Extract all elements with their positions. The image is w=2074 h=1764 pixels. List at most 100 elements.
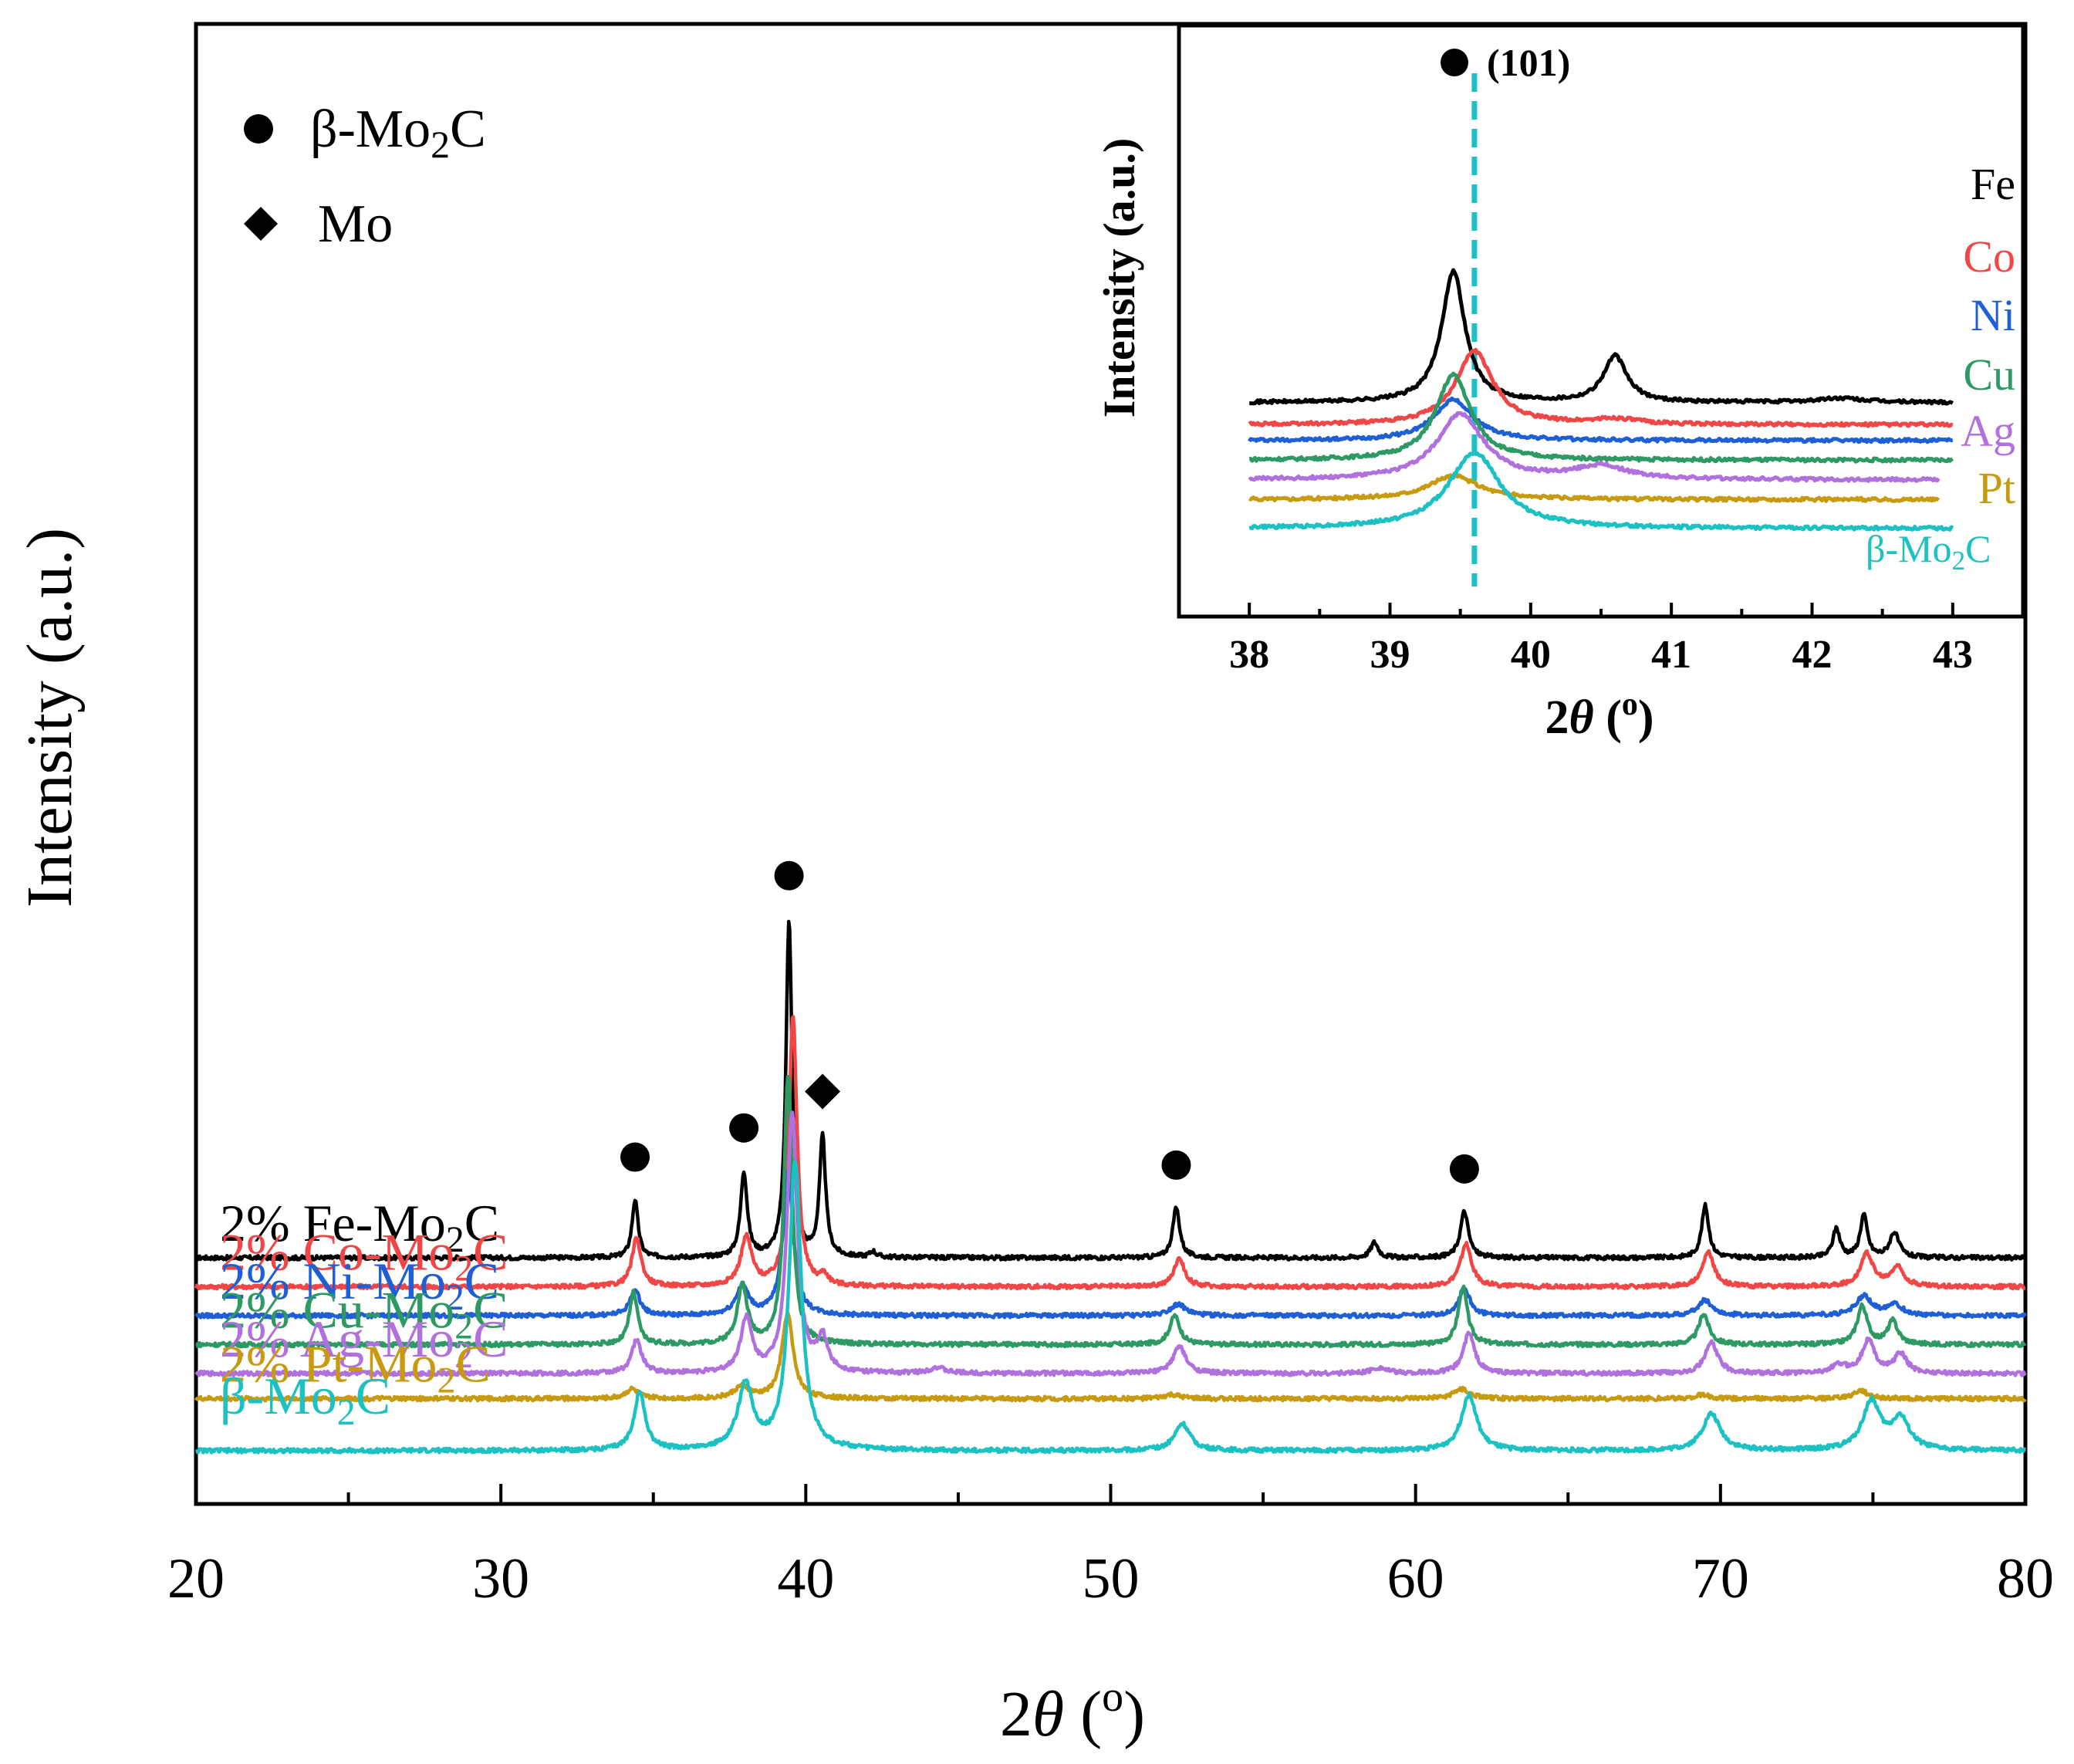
inset-series-label-ag: Ag bbox=[1961, 406, 2015, 456]
inset-x-axis-label: 2θ (o) bbox=[1545, 687, 1654, 744]
legend-beta-prefix: β-Mo bbox=[310, 100, 431, 159]
main-series-label-co-prefix: 2% Co-Mo bbox=[220, 1223, 454, 1282]
main-series-label-ni-prefix: 2% Ni-Mo bbox=[220, 1252, 446, 1310]
inset-x-tick-label: 39 bbox=[1370, 633, 1410, 677]
main-series-label-pt-prefix: 2% Pt-Mo bbox=[220, 1335, 437, 1394]
inset-101-label: (101) bbox=[1487, 41, 1570, 84]
inset-series-line-pt bbox=[1248, 473, 1941, 503]
main-xlabel-close: ) bbox=[1123, 1678, 1145, 1750]
inset-x-tick-label: 38 bbox=[1229, 633, 1269, 677]
inset-xlabel-suffix: ( bbox=[1594, 691, 1622, 744]
main-series-label-co-suffix: C bbox=[473, 1223, 508, 1282]
main-xlabel-prefix: 2 bbox=[1000, 1678, 1032, 1750]
main-xlabel-suffix: ( bbox=[1064, 1678, 1102, 1750]
inset-x-tick-labels: 38 39 40 41 42 43 bbox=[1229, 633, 1973, 677]
inset-series-label-ni: Ni bbox=[1971, 290, 2015, 340]
main-series-label-ag-sub: 2 bbox=[454, 1335, 473, 1376]
main-x-tick-label: 70 bbox=[1692, 1547, 1749, 1610]
main-series-label-co: 2% Co-Mo2C bbox=[220, 1223, 508, 1289]
inset-series-label-pt: Pt bbox=[1978, 463, 2015, 513]
main-series-label-cu: 2% Cu-Mo2C bbox=[220, 1281, 508, 1347]
legend-circle-icon bbox=[244, 114, 273, 144]
main-xlabel-theta: θ bbox=[1032, 1678, 1064, 1750]
main-y-axis-label: Intensity (a.u.) bbox=[14, 528, 86, 907]
peak-marker-diamond-icon bbox=[805, 1073, 841, 1110]
main-series-label-fe: 2% Fe-Mo2C bbox=[220, 1194, 499, 1260]
inset-x-tick-label: 43 bbox=[1933, 633, 1973, 677]
legend-beta-suffix: C bbox=[450, 100, 486, 159]
main-peak-markers bbox=[620, 860, 1479, 1184]
main-series-label-ni-sub: 2 bbox=[446, 1277, 464, 1318]
main-x-axis-label: 2θ (o) bbox=[1000, 1673, 1145, 1750]
inset-x-tick-label: 42 bbox=[1792, 633, 1832, 677]
main-series-label-ni-suffix: C bbox=[464, 1252, 499, 1310]
inset-series-line-ag bbox=[1248, 411, 1941, 483]
peak-marker-circle-icon bbox=[1161, 1150, 1191, 1180]
inset-series-line-ni bbox=[1248, 396, 1954, 444]
main-series-label-mo2c-sub: 2 bbox=[337, 1392, 356, 1433]
inset-xlabel-prefix: 2 bbox=[1545, 691, 1569, 744]
peak-marker-circle-icon bbox=[1449, 1154, 1479, 1184]
inset-series-label-co: Co bbox=[1963, 231, 2015, 282]
main-x-tick-label: 20 bbox=[167, 1547, 225, 1610]
main-series-label-cu-prefix: 2% Cu-Mo bbox=[220, 1281, 454, 1340]
main-series-line-co bbox=[194, 1015, 2027, 1291]
main-xlabel-unit: o bbox=[1102, 1673, 1123, 1721]
inset-series-label-fe: Fe bbox=[1971, 159, 2015, 209]
legend-diamond-icon bbox=[244, 207, 278, 241]
inset-xlabel-unit: o bbox=[1622, 687, 1638, 722]
inset-series-label-mo2c-suffix: C bbox=[1965, 527, 1991, 570]
legend-beta-mo2c-label: β-Mo2C bbox=[310, 100, 486, 166]
inset-x-tick-label: 40 bbox=[1511, 633, 1551, 677]
inset-series-group bbox=[1248, 268, 1954, 532]
inset-series-label-mo2c-sub: 2 bbox=[1952, 546, 1966, 576]
peak-marker-circle-icon bbox=[729, 1113, 759, 1143]
peak-marker-circle-icon bbox=[774, 860, 804, 890]
inset-x-ticks bbox=[1177, 603, 2025, 617]
inset-series-line-mo2c bbox=[1248, 450, 1954, 532]
peak-marker-circle-icon bbox=[620, 1142, 650, 1172]
inset-x-tick-label: 41 bbox=[1651, 633, 1691, 677]
main-series-label-pt-suffix: C bbox=[455, 1335, 490, 1394]
main-series-label-ag-prefix: 2% Ag-Mo bbox=[220, 1309, 454, 1368]
main-series-label-pt-sub: 2 bbox=[437, 1360, 455, 1401]
main-x-tick-label: 80 bbox=[1997, 1547, 2054, 1610]
main-series-label-fe-sub: 2 bbox=[446, 1219, 464, 1260]
main-series-group bbox=[194, 919, 2028, 1455]
main-series-label-co-sub: 2 bbox=[454, 1249, 473, 1289]
inset-series-label-mo2c-prefix: β-Mo bbox=[1866, 527, 1952, 570]
main-x-tick-label: 50 bbox=[1083, 1547, 1140, 1610]
inset-series-label-cu: Cu bbox=[1963, 350, 2015, 400]
main-series-label-fe-suffix: C bbox=[464, 1194, 499, 1252]
main-series-line-ni bbox=[194, 1170, 2028, 1320]
main-series-label-pt: 2% Pt-Mo2C bbox=[220, 1335, 491, 1401]
main-x-tick-label: 60 bbox=[1387, 1547, 1444, 1610]
legend-mo-label: Mo bbox=[318, 194, 393, 254]
main-series-line-fe bbox=[194, 919, 2027, 1262]
main-series-label-cu-sub: 2 bbox=[454, 1306, 473, 1347]
main-x-tick-labels: 20 30 40 50 60 70 80 bbox=[167, 1547, 2054, 1610]
inset-101-circle-icon bbox=[1441, 49, 1468, 76]
inset-y-axis-label: Intensity (a.u.) bbox=[1094, 138, 1144, 418]
main-series-label-ag: 2% Ag-Mo2C bbox=[220, 1309, 508, 1376]
main-x-ticks bbox=[194, 1484, 2027, 1504]
main-series-label-ag-suffix: C bbox=[473, 1309, 508, 1368]
main-series-label-fe-prefix: 2% Fe-Mo bbox=[220, 1194, 446, 1252]
main-series-line-cu bbox=[194, 1074, 2027, 1349]
main-x-tick-label: 40 bbox=[777, 1547, 834, 1610]
inset-series-labels: Fe Co Ni Cu Ag Pt β-Mo2C bbox=[1866, 159, 2015, 576]
inset-series-line-fe bbox=[1248, 268, 1954, 406]
main-series-line-mo2c bbox=[194, 1159, 2027, 1455]
main-series-line-pt bbox=[194, 1310, 2027, 1403]
main-series-label-ni: 2% Ni-Mo2C bbox=[220, 1252, 499, 1318]
main-series-label-cu-suffix: C bbox=[473, 1281, 508, 1340]
main-legend: β-Mo2C Mo bbox=[244, 100, 486, 254]
inset-xlabel-close: ) bbox=[1638, 691, 1654, 744]
legend-beta-sub: 2 bbox=[431, 123, 450, 166]
inset-series-label-mo2c: β-Mo2C bbox=[1866, 527, 1991, 576]
inset-series-line-cu bbox=[1248, 371, 1954, 464]
main-series-label-mo2c-suffix: C bbox=[356, 1367, 390, 1425]
main-series-label-mo2c-prefix: β-Mo bbox=[220, 1367, 337, 1425]
